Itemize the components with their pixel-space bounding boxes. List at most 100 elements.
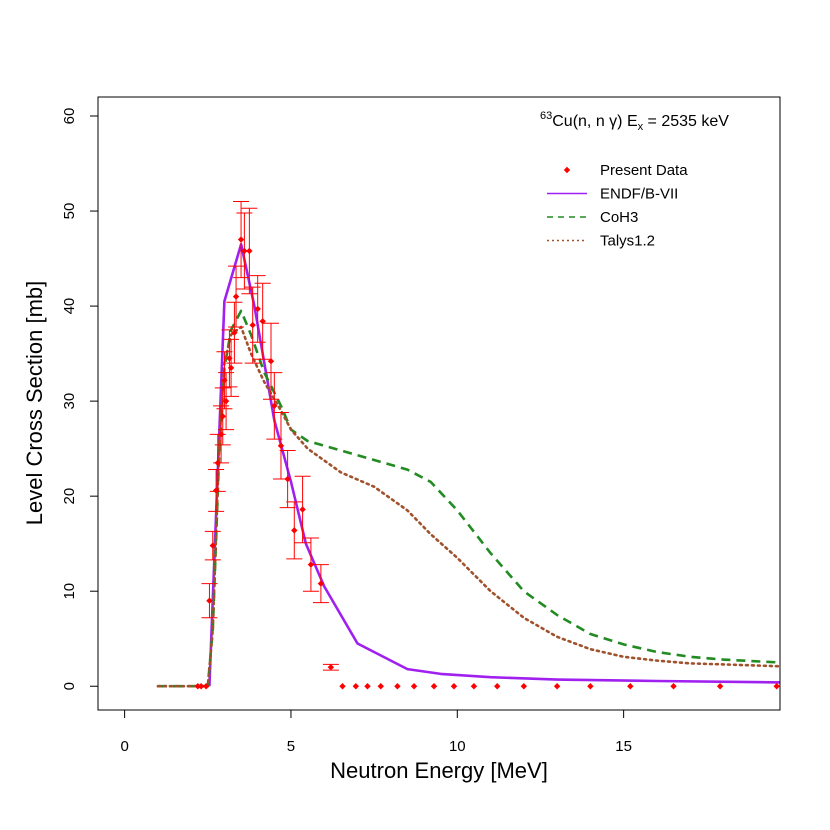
annotation-subscript: x [638, 121, 644, 133]
legend: Present Data ENDF/B-VII CoH3 Talys1.2 [547, 162, 688, 250]
data-point [262, 322, 279, 400]
data-point [450, 683, 458, 690]
data-marker [241, 247, 248, 255]
data-point [194, 683, 202, 690]
data-point [214, 387, 231, 446]
data-point [364, 683, 371, 690]
data-point [223, 338, 240, 397]
data-marker [232, 293, 240, 300]
data-marker [246, 247, 253, 255]
x-tick-label: 15 [615, 738, 632, 755]
data-point [716, 683, 724, 690]
y-axis: 0 10 20 30 40 50 60 [61, 108, 99, 690]
legend-item: Talys1.2 [547, 233, 655, 250]
data-point [627, 683, 634, 690]
legend-item: ENDF/B-VII [547, 186, 678, 203]
data-point [410, 683, 418, 690]
data-marker [470, 683, 478, 690]
data-marker [339, 683, 346, 690]
annotation-mass-number: 63 [540, 110, 552, 122]
legend-label: Talys1.2 [600, 233, 655, 250]
y-tick-label: 30 [61, 393, 78, 410]
data-marker [430, 683, 438, 690]
data-marker [494, 683, 501, 690]
series-lines [156, 243, 780, 688]
data-point [226, 301, 243, 364]
y-tick-label: 50 [61, 203, 78, 220]
data-point [322, 663, 339, 671]
data-point [279, 450, 296, 509]
data-marker [206, 597, 213, 604]
data-point [233, 201, 250, 279]
x-tick-label: 10 [449, 738, 466, 755]
data-marker [520, 683, 528, 690]
data-point [294, 475, 311, 544]
y-tick-label: 10 [61, 583, 78, 600]
data-marker [267, 358, 275, 365]
data-marker [327, 664, 335, 671]
data-point [244, 286, 261, 364]
data-marker [352, 683, 360, 690]
data-point [430, 683, 438, 690]
data-point [773, 683, 780, 690]
data-point [339, 683, 346, 690]
x-tick-label: 0 [120, 738, 128, 755]
data-marker [307, 561, 315, 568]
data-marker [231, 329, 238, 336]
data-point [302, 537, 319, 592]
y-tick-label: 60 [61, 108, 78, 125]
data-marker [773, 683, 780, 690]
data-point [470, 683, 478, 690]
data-marker [197, 683, 205, 690]
data-marker [227, 364, 235, 372]
chart-annotation: 63Cu(n, n γ) Ex = 2535 keV [540, 110, 729, 133]
x-axis-title: Neutron Energy [MeV] [330, 758, 548, 783]
data-marker [202, 683, 210, 690]
data-marker [627, 683, 634, 690]
data-marker [237, 236, 245, 243]
data-marker [716, 683, 724, 690]
data-point [197, 683, 205, 690]
legend-item: Present Data [563, 162, 688, 179]
data-point [272, 412, 289, 480]
legend-label: ENDF/B-VII [600, 186, 678, 203]
data-point [670, 683, 677, 690]
series-line-talys1-2 [156, 325, 780, 688]
x-tick-label: 5 [287, 738, 295, 755]
annotation-reaction: Cu(n, n γ) E [552, 113, 637, 130]
legend-label: CoH3 [600, 209, 638, 226]
data-point [520, 683, 528, 690]
data-marker [271, 402, 278, 410]
data-marker [394, 683, 401, 690]
x-axis: 0 5 10 15 [120, 709, 632, 755]
data-point [286, 501, 303, 560]
annotation-energy: = 2535 keV [643, 113, 729, 130]
data-marker [377, 683, 384, 690]
data-point [241, 207, 258, 295]
data-point [202, 683, 210, 690]
data-marker [364, 683, 371, 690]
y-axis-title: Level Cross Section [mb] [22, 281, 47, 526]
data-marker [277, 442, 285, 449]
data-marker [249, 321, 256, 329]
legend-marker [563, 166, 571, 174]
data-marker [317, 580, 325, 587]
y-tick-label: 40 [61, 298, 78, 315]
legend-item: CoH3 [547, 209, 638, 226]
data-point [312, 564, 329, 604]
data-points [194, 201, 780, 690]
data-point [266, 372, 283, 440]
data-point [377, 683, 384, 690]
y-tick-label: 20 [61, 488, 78, 505]
data-marker [291, 527, 298, 534]
data-point [352, 683, 360, 690]
data-marker [209, 542, 216, 549]
data-marker [410, 683, 418, 690]
series-line-coh3 [157, 309, 780, 688]
data-point [201, 583, 218, 619]
series-line-endf-b-vii [208, 243, 780, 687]
data-marker [587, 683, 594, 690]
legend-label: Present Data [600, 162, 688, 179]
